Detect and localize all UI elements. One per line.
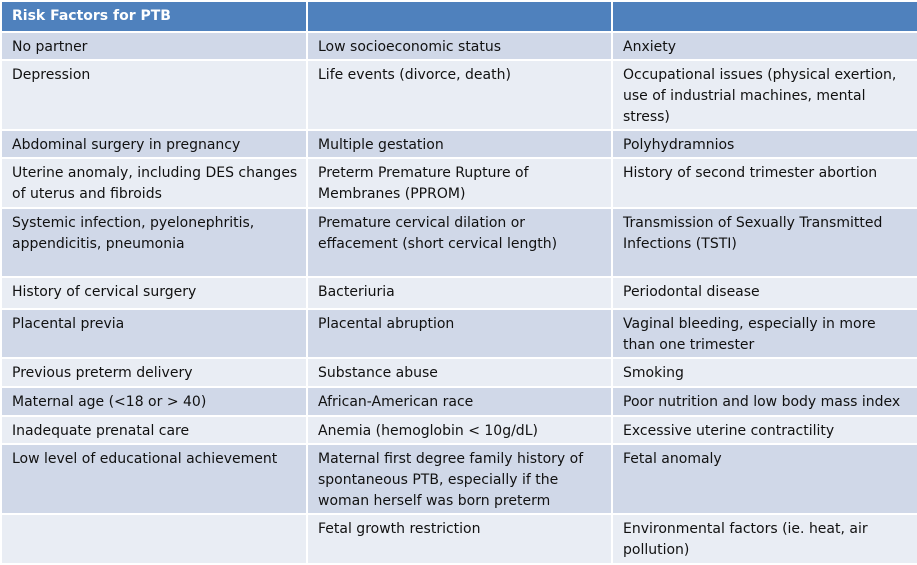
table-cell: Occupational issues (physical exertion, … xyxy=(611,59,917,131)
table-cell: Vaginal bleeding, especially in more tha… xyxy=(611,308,917,359)
table-cell: Poor nutrition and low body mass index xyxy=(611,386,917,417)
table-cell: Periodontal disease xyxy=(611,276,917,310)
table-cell: Life events (divorce, death) xyxy=(306,59,613,131)
table-cell: Low level of educational achievement xyxy=(0,443,308,515)
table-cell: Environmental factors (ie. heat, air pol… xyxy=(611,513,917,565)
table-cell: African-American race xyxy=(306,386,613,417)
header-row: Risk Factors for PTB xyxy=(0,0,917,33)
table-cell: Polyhydramnios xyxy=(611,129,917,159)
table-cell: History of cervical surgery xyxy=(0,276,308,310)
table-row: Previous preterm delivery Substance abuse… xyxy=(0,357,917,388)
table-cell: Smoking xyxy=(611,357,917,388)
table-row: No partner Low socioeconomic status Anxiet… xyxy=(0,31,917,61)
table-cell: Premature cervical dilation or effacemen… xyxy=(306,207,613,278)
table-cell: Fetal growth restriction xyxy=(306,513,613,565)
table-cell: Placental previa xyxy=(0,308,308,359)
table-row: Abdominal surgery in pregnancy Multiple g… xyxy=(0,129,917,159)
table-row: Placental previa Placental abruption Vagin… xyxy=(0,308,917,359)
table-row: Low level of educational achievement Mate… xyxy=(0,443,917,515)
table-row: Uterine anomaly, including DES changes o… xyxy=(0,157,917,209)
table-cell: Multiple gestation xyxy=(306,129,613,159)
table-cell: Uterine anomaly, including DES changes o… xyxy=(0,157,308,209)
table-row: Maternal age (<18 or > 40) African-Americ… xyxy=(0,386,917,417)
header-cell xyxy=(611,0,917,33)
table-cell: Inadequate prenatal care xyxy=(0,415,308,445)
table-cell: Low socioeconomic status xyxy=(306,31,613,61)
table-cell: Transmission of Sexually Transmitted Inf… xyxy=(611,207,917,278)
table-cell: No partner xyxy=(0,31,308,61)
header-cell xyxy=(306,0,613,33)
table-row: Inadequate prenatal care Anemia (hemoglob… xyxy=(0,415,917,445)
table-cell: Anemia (hemoglobin < 10g/dL) xyxy=(306,415,613,445)
table-cell: Fetal anomaly xyxy=(611,443,917,515)
table-cell: Systemic infection, pyelonephritis, appe… xyxy=(0,207,308,278)
table-row: Systemic infection, pyelonephritis, appe… xyxy=(0,207,917,278)
table-cell xyxy=(0,513,308,565)
table-row: History of cervical surgery Bacteriuria Pe… xyxy=(0,276,917,310)
table-cell: Substance abuse xyxy=(306,357,613,388)
table-cell: Maternal first degree family history of … xyxy=(306,443,613,515)
header-cell: Risk Factors for PTB xyxy=(0,0,308,33)
table-row: Fetal growth restriction Environmental fa… xyxy=(0,513,917,565)
table-cell: History of second trimester abortion xyxy=(611,157,917,209)
table-cell: Placental abruption xyxy=(306,308,613,359)
table-cell: Depression xyxy=(0,59,308,131)
table-cell: Bacteriuria xyxy=(306,276,613,310)
table-row: Depression Life events (divorce, death) Oc… xyxy=(0,59,917,131)
table-cell: Excessive uterine contractility xyxy=(611,415,917,445)
table-cell: Preterm Premature Rupture of Membranes (… xyxy=(306,157,613,209)
table-cell: Anxiety xyxy=(611,31,917,61)
table-cell: Maternal age (<18 or > 40) xyxy=(0,386,308,417)
table-cell: Abdominal surgery in pregnancy xyxy=(0,129,308,159)
table-cell: Previous preterm delivery xyxy=(0,357,308,388)
